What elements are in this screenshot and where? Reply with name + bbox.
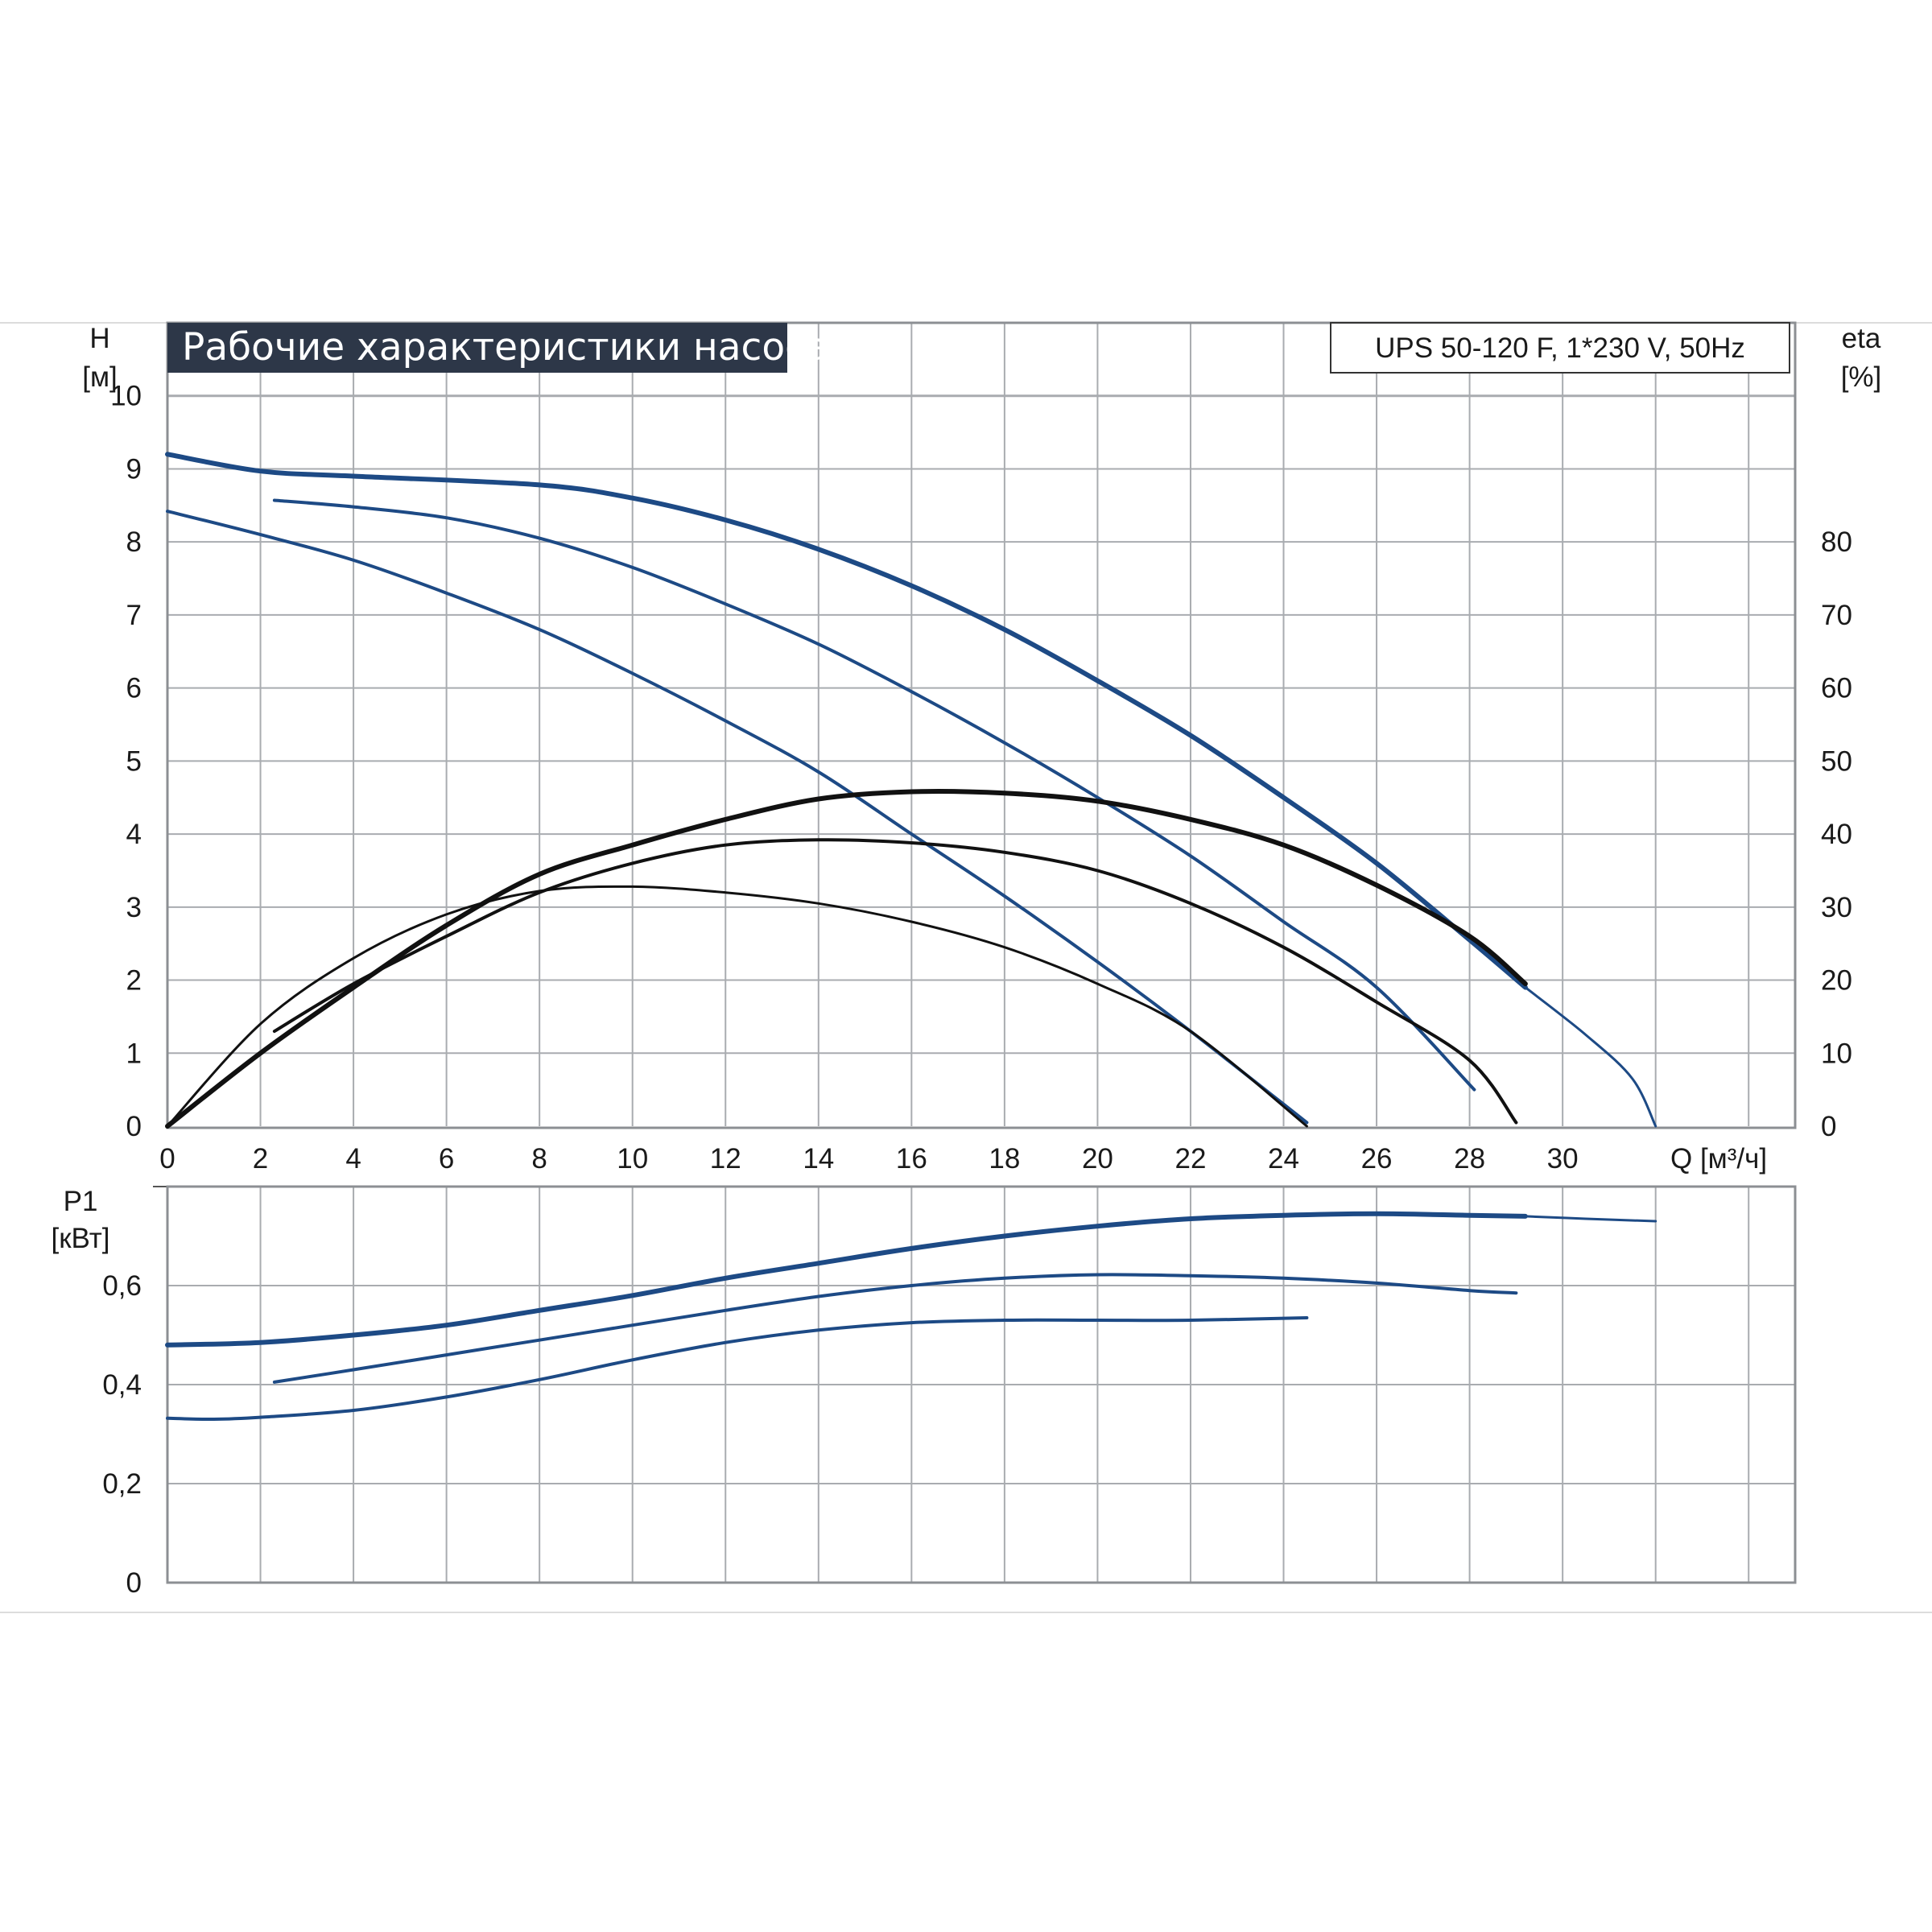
x-tick-label: 28 xyxy=(1454,1143,1485,1174)
y-tick-label: 0 xyxy=(126,1111,142,1142)
y-tick-label: 8 xyxy=(126,526,142,558)
x-tick-label: 16 xyxy=(896,1143,927,1174)
model-label: UPS 50-120 F, 1*230 V, 50Hz xyxy=(1375,332,1745,364)
y2-tick-label: 10 xyxy=(1821,1038,1852,1069)
x-tick-label: 24 xyxy=(1268,1143,1299,1174)
x-tick-label: 30 xyxy=(1547,1143,1579,1174)
x-tick-label: 8 xyxy=(531,1143,547,1174)
y2-tick-label: 0 xyxy=(1821,1111,1836,1142)
x-tick-label: 20 xyxy=(1082,1143,1113,1174)
y2-axis-name: eta xyxy=(1842,323,1881,354)
x-tick-label: 12 xyxy=(710,1143,741,1174)
power-curve-1 xyxy=(1524,1215,1657,1223)
power-axis-name: P1 xyxy=(64,1186,98,1217)
power-plot-frame xyxy=(166,1185,1797,1584)
head-plot-frame xyxy=(166,321,1797,1129)
efficiency-curve-6 xyxy=(166,885,1308,1128)
x-tick-label: 18 xyxy=(989,1143,1020,1174)
x-axis-label: Q [м³/ч] xyxy=(1670,1143,1767,1174)
chart-title: Рабочие характеристики насоса xyxy=(182,325,829,369)
head-series-group xyxy=(165,452,1657,1129)
y2-axis-unit: [%] xyxy=(1841,361,1882,393)
y2-tick-label: 60 xyxy=(1821,673,1852,704)
power-tick-labels: 0 0,2 0,4 0,6 xyxy=(102,1270,142,1599)
head-curve-2 xyxy=(272,498,1476,1092)
y-tick-label: 5 xyxy=(126,745,142,777)
x-tick-label: 0 xyxy=(159,1143,175,1174)
y-axis-unit: [м] xyxy=(82,361,118,393)
model-box xyxy=(1330,322,1790,374)
head-curve-1 xyxy=(1524,986,1657,1128)
power-series-group xyxy=(165,1211,1657,1422)
power-axis-unit: [кВт] xyxy=(52,1223,110,1254)
efficiency-curve-5 xyxy=(272,838,1518,1125)
x-tick-label: 2 xyxy=(253,1143,268,1174)
power-grid xyxy=(153,1186,1795,1583)
x-tick-label: 22 xyxy=(1175,1143,1207,1174)
y-tick-label: 6 xyxy=(126,673,142,704)
power-tick-label: 0,2 xyxy=(102,1468,142,1500)
head-curve-3 xyxy=(166,510,1309,1125)
head-curve-0 xyxy=(165,452,1528,990)
power-tick-label: 0 xyxy=(126,1567,142,1599)
power-panel: 0 0,2 0,4 0,6 P1 [кВт] xyxy=(52,1185,1797,1599)
y-tick-label: 7 xyxy=(126,600,142,631)
y-tick-label: 1 xyxy=(126,1038,142,1069)
x-tick-label: 4 xyxy=(345,1143,361,1174)
power-curve-0 xyxy=(165,1211,1528,1348)
y2-tick-label: 20 xyxy=(1821,965,1852,997)
head-panel: 0 2 4 6 8 10 12 14 16 18 20 22 24 26 28 300123456789100… xyxy=(82,321,1882,1174)
power-tick-label: 0,6 xyxy=(102,1270,142,1302)
y-tick-label: 9 xyxy=(126,453,142,485)
y-tick-label: 2 xyxy=(126,965,142,997)
x-tick-label: 26 xyxy=(1361,1143,1393,1174)
head-tick-labels: 0 2 4 6 8 10 12 14 16 18 20 22 24 26 28 300123456789100… xyxy=(110,381,1852,1174)
y2-tick-label: 70 xyxy=(1821,600,1852,631)
y2-tick-label: 40 xyxy=(1821,819,1852,850)
y2-tick-label: 50 xyxy=(1821,745,1852,777)
y2-tick-label: 80 xyxy=(1821,526,1852,558)
y2-tick-label: 30 xyxy=(1821,892,1852,923)
y-tick-label: 4 xyxy=(126,819,142,850)
head-grid xyxy=(167,322,1795,1126)
y-axis-name: H xyxy=(89,323,109,354)
x-tick-label: 14 xyxy=(803,1143,834,1174)
power-curve-3 xyxy=(166,1316,1309,1422)
y-tick-label: 3 xyxy=(126,892,142,923)
title-box xyxy=(167,323,787,373)
y-tick-label: 10 xyxy=(110,381,142,412)
power-curve-2 xyxy=(272,1273,1518,1384)
power-tick-label: 0,4 xyxy=(102,1369,142,1401)
x-tick-label: 6 xyxy=(439,1143,454,1174)
x-tick-label: 10 xyxy=(617,1143,648,1174)
